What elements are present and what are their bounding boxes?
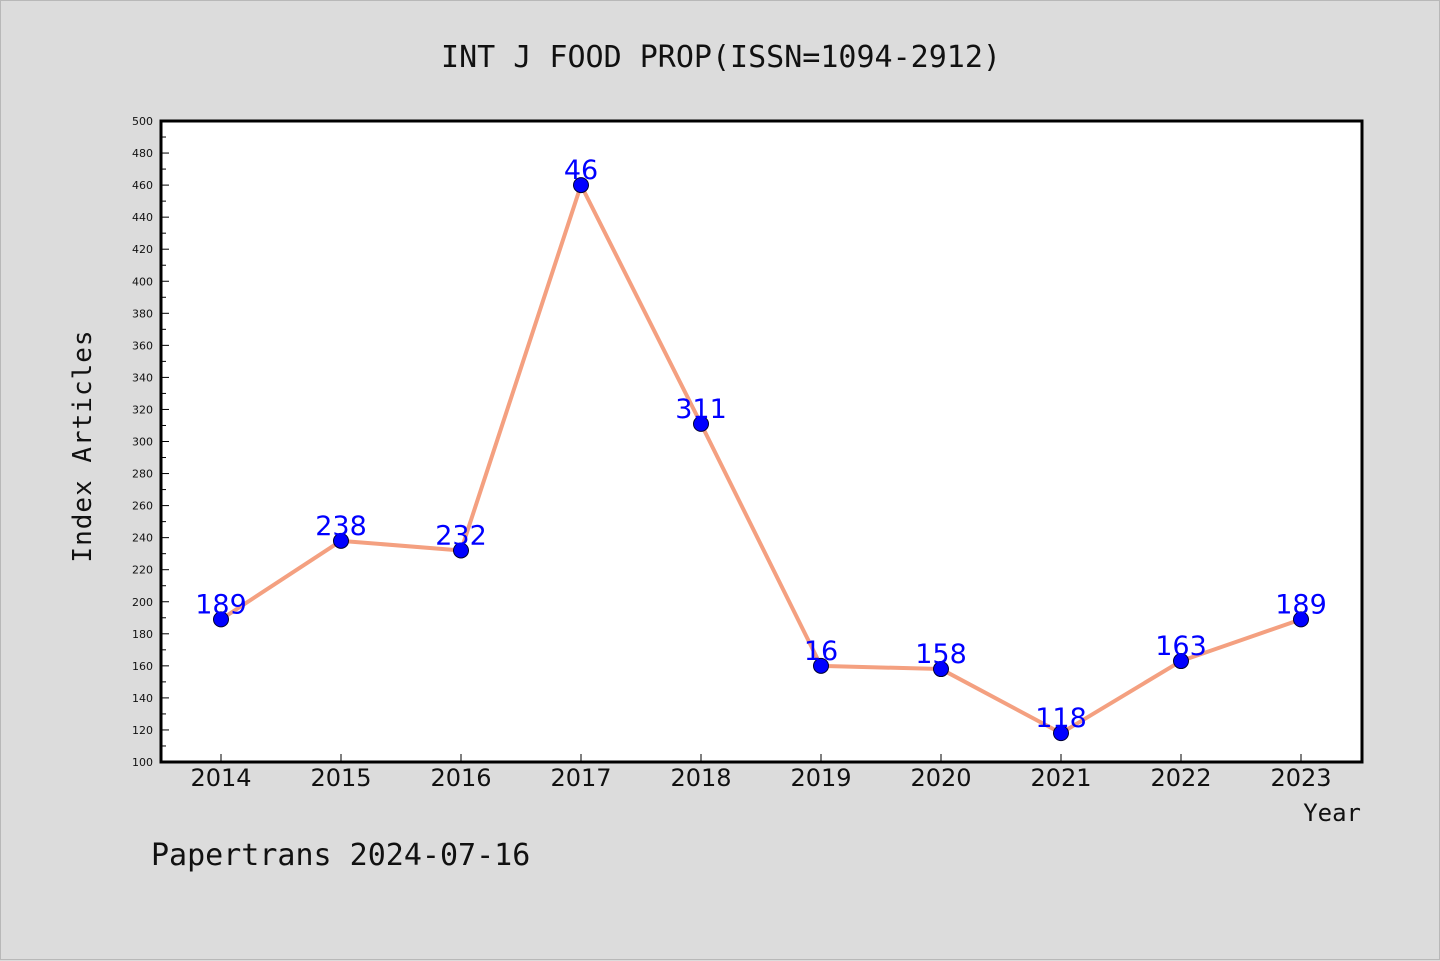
data-label: 118 (1035, 703, 1087, 734)
data-label: 16 (804, 636, 838, 667)
y-tick-label: 360 (132, 339, 153, 352)
y-tick-label: 200 (132, 596, 153, 609)
data-point (933, 661, 949, 678)
data-label: 189 (1275, 589, 1327, 620)
data-point (453, 542, 469, 559)
chart-title: INT J FOOD PROP(ISSN=1094-2912) (441, 40, 1001, 75)
y-tick-label: 400 (132, 275, 153, 288)
x-axis: 2014 2015 2016 2017 2018 2019 2020 2021 2022 2023 (190, 754, 1332, 792)
y-tick-label: 320 (132, 403, 153, 416)
data-label: 238 (315, 511, 367, 542)
y-tick-label: 380 (132, 307, 153, 320)
y-axis-label: Index Articles (68, 329, 98, 562)
y-tick-label: 440 (132, 211, 153, 224)
data-label: 189 (195, 589, 247, 620)
y-tick-label: 500 (132, 115, 153, 128)
data-label: 311 (675, 394, 727, 425)
data-point (213, 611, 229, 628)
y-tick-label: 160 (132, 660, 153, 673)
x-tick-label: 2018 (670, 764, 731, 792)
y-tick-label: 220 (132, 564, 153, 577)
x-tick-label: 2023 (1270, 764, 1331, 792)
x-tick-label: 2015 (310, 764, 371, 792)
data-label: 232 (435, 520, 487, 551)
y-tick-label: 260 (132, 500, 153, 513)
y-axis: 100 120 140 160 180 200 220 240 260 280 300 320 340 3… (132, 115, 169, 769)
y-tick-label: 460 (132, 179, 153, 192)
x-tick-label: 2019 (790, 764, 851, 792)
y-tick-label: 480 (132, 147, 153, 160)
plot-area (159, 119, 1364, 764)
y-tick-label: 180 (132, 628, 153, 641)
data-label: 163 (1155, 631, 1207, 662)
x-tick-label: 2020 (910, 764, 971, 792)
y-tick-label: 280 (132, 468, 153, 481)
y-tick-label: 340 (132, 371, 153, 384)
data-point (333, 532, 349, 549)
series-index-articles: 189 238 232 46 311 16 158 118 163 189 (195, 155, 1327, 742)
y-tick-label: 120 (132, 724, 153, 737)
data-point (1173, 653, 1189, 670)
y-tick-label: 240 (132, 532, 153, 545)
data-point (813, 657, 829, 674)
x-axis-label: Year (1303, 799, 1361, 827)
x-tick-label: 2017 (550, 764, 611, 792)
y-tick-label: 100 (132, 756, 153, 769)
x-tick-label: 2016 (430, 764, 491, 792)
y-tick-label: 420 (132, 243, 153, 256)
series-line (219, 183, 1302, 736)
data-point (1293, 611, 1309, 628)
footer-text: Papertrans 2024-07-16 (151, 838, 530, 873)
data-point (1053, 725, 1069, 742)
y-tick-label: 300 (132, 436, 153, 449)
data-label: 46 (564, 155, 598, 186)
data-label: 158 (915, 639, 967, 670)
x-tick-label: 2014 (190, 764, 251, 792)
y-tick-label: 140 (132, 692, 153, 705)
x-tick-label: 2021 (1030, 764, 1091, 792)
x-tick-label: 2022 (1150, 764, 1211, 792)
data-point (693, 415, 709, 432)
data-point (573, 177, 589, 194)
